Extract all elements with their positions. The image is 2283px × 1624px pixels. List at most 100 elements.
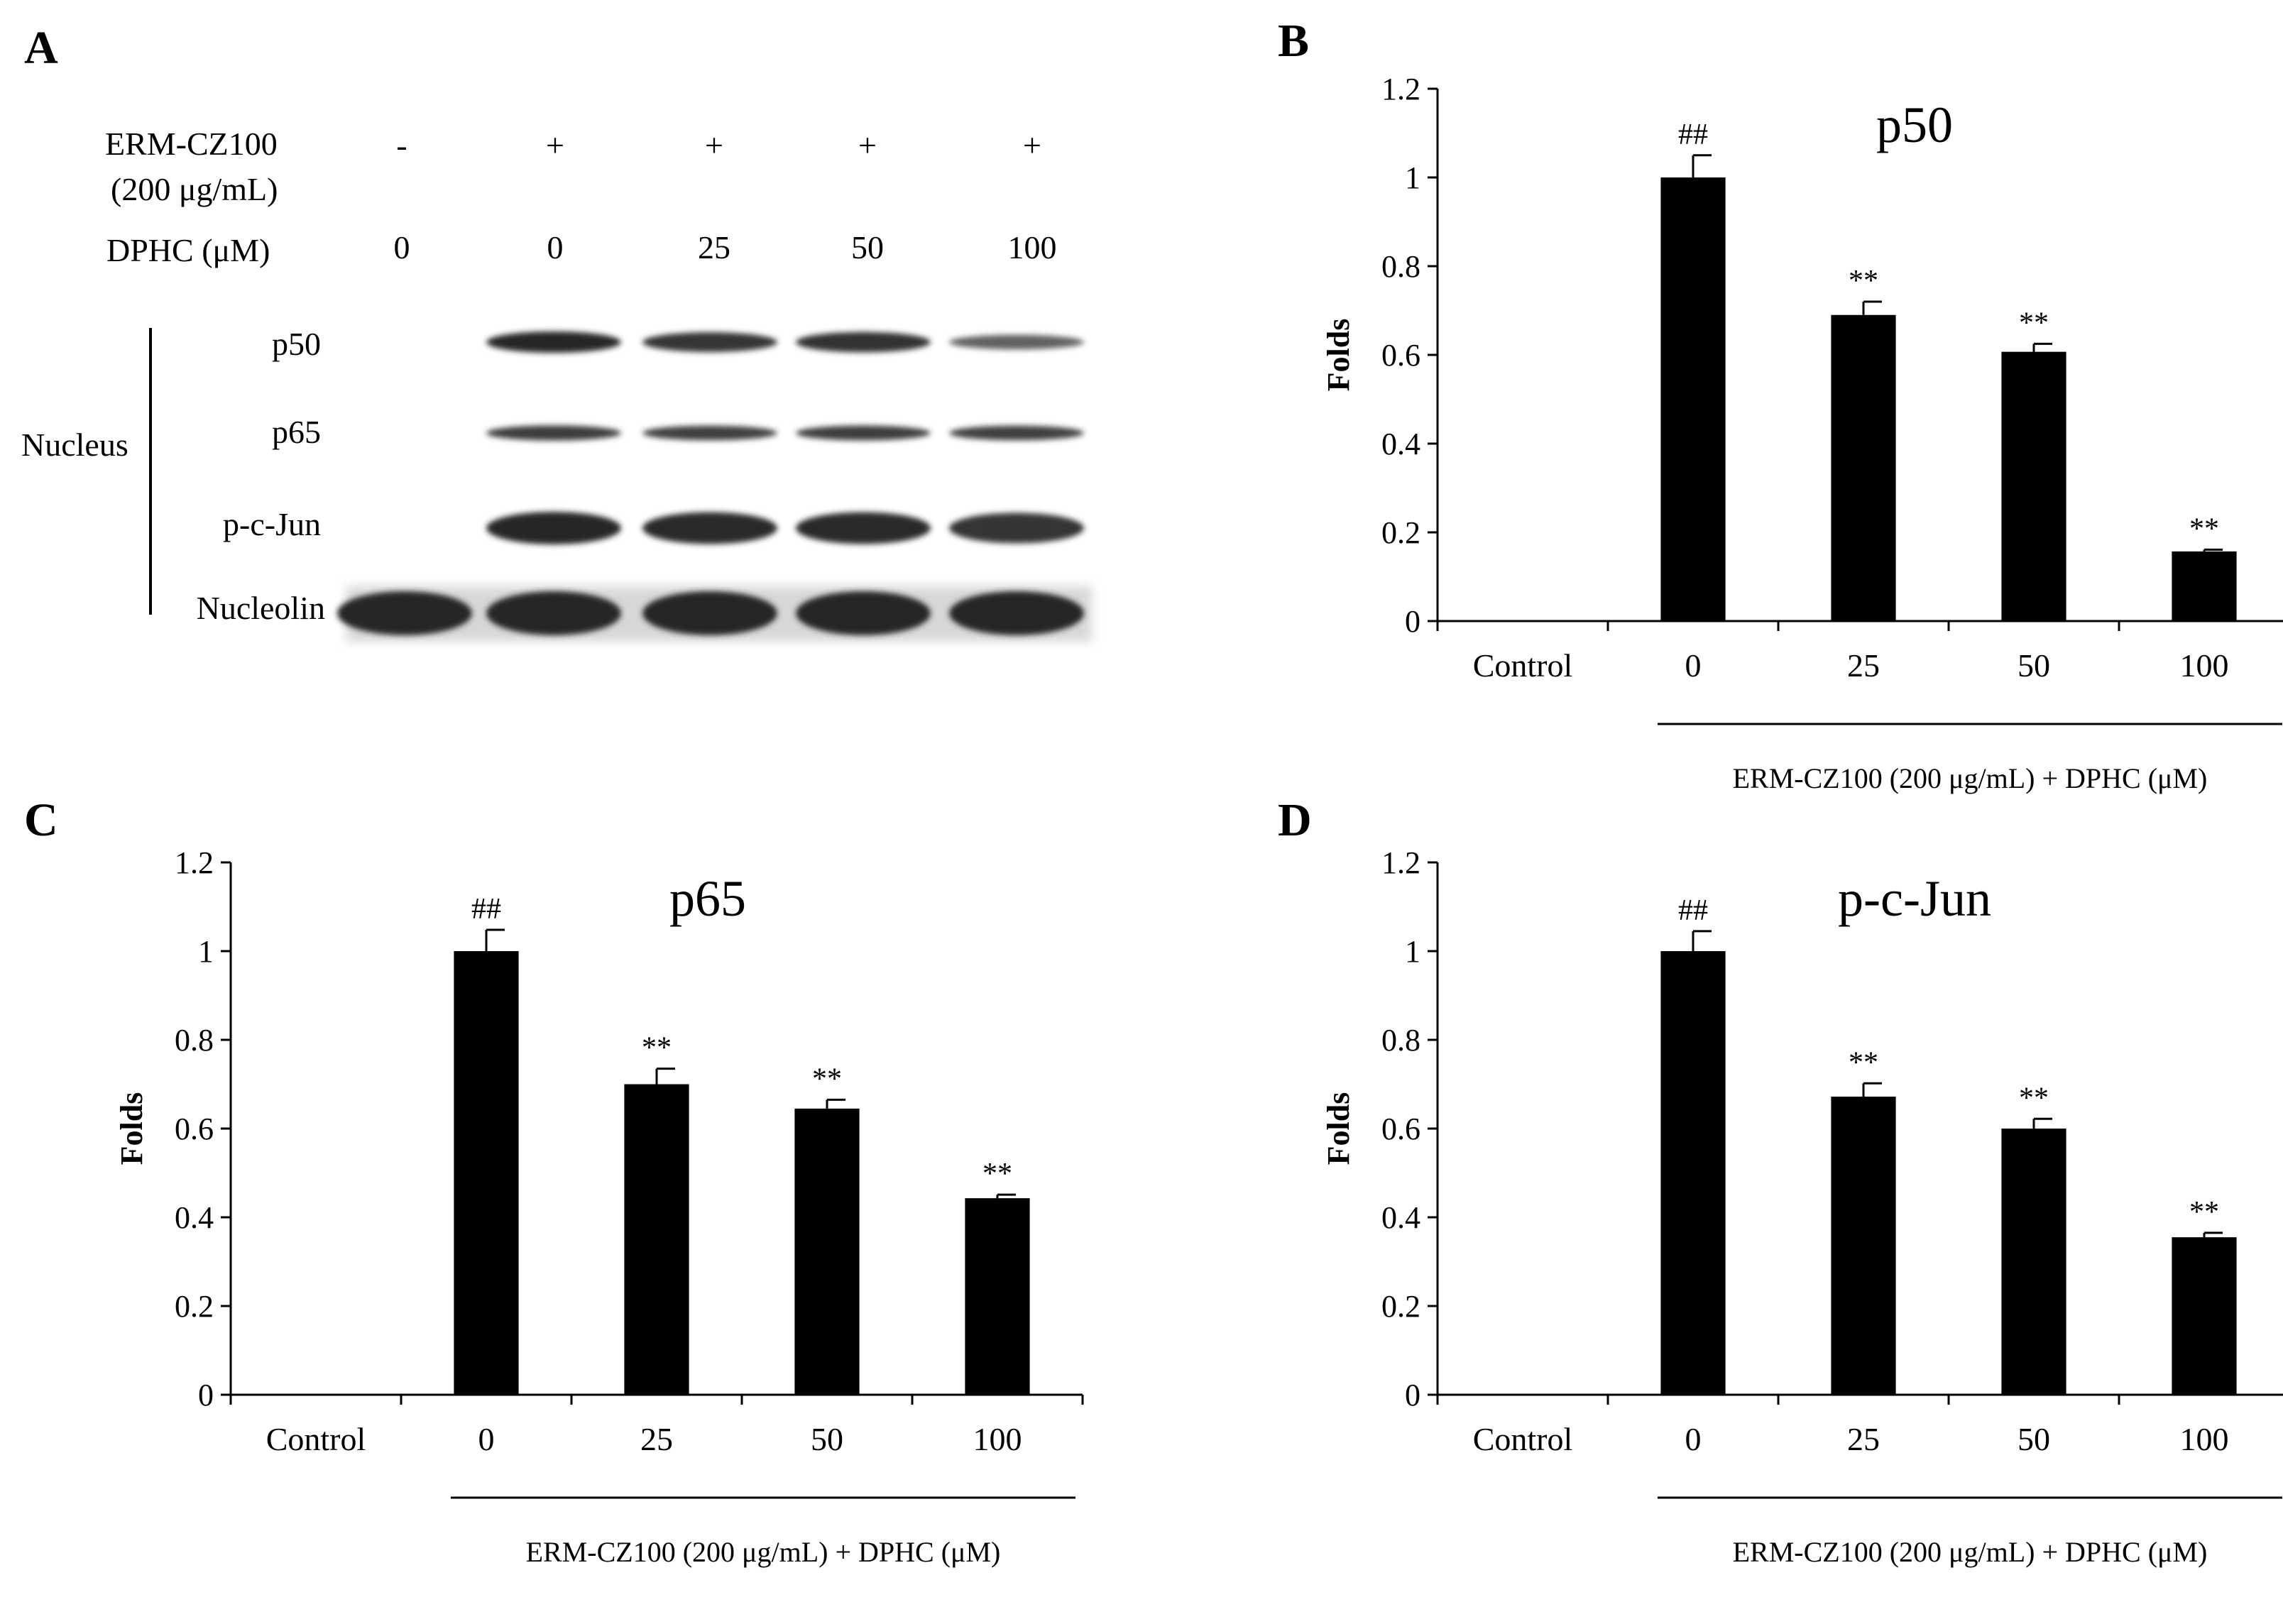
- x-tick-label: Control: [1473, 647, 1573, 684]
- significance-star-label: **: [2189, 1196, 2219, 1229]
- bar: [1660, 951, 1726, 1395]
- y-tick-label: 1: [1405, 160, 1420, 195]
- y-axis-label: Folds: [1321, 1092, 1356, 1165]
- significance-star-label: **: [1849, 265, 1878, 297]
- significance-hash-label: ##: [1678, 119, 1708, 151]
- p50-band: [642, 332, 777, 352]
- panel-letter-b: B: [1278, 15, 1310, 67]
- bar: [965, 1198, 1030, 1395]
- nucleolin-band: [337, 591, 472, 635]
- dose-value: 0: [393, 229, 410, 265]
- nucleolin-band: [642, 591, 777, 635]
- significance-star-label: **: [2019, 307, 2049, 339]
- x-tick-label: 100: [2180, 1421, 2229, 1457]
- bar: [1660, 177, 1726, 621]
- y-tick-label: 1: [198, 934, 214, 969]
- band-label-p65: p65: [272, 414, 321, 450]
- x-tick-label: 25: [640, 1421, 673, 1457]
- x-tick-label: Control: [1473, 1421, 1573, 1457]
- dose-value: 0: [547, 229, 564, 265]
- bar: [1831, 314, 1896, 621]
- bar: [2001, 351, 2066, 621]
- p65-band: [796, 425, 931, 441]
- x-tick-label: 100: [973, 1421, 1022, 1457]
- y-tick-label: 0.8: [1381, 249, 1420, 284]
- chart-p-c-jun: 0 0.2 0.4 0.6 0.8 1 1.2 Control 0 ## 25 ** 50 ** 100 **…: [1321, 845, 2283, 1568]
- dose-label: DPHC (μM): [106, 232, 270, 268]
- y-tick-label: 0.4: [1381, 1200, 1420, 1235]
- y-tick-label: 0: [1405, 1378, 1420, 1412]
- bar: [2172, 1237, 2237, 1395]
- y-tick-label: 1.2: [1381, 72, 1420, 106]
- bar: [1831, 1097, 1896, 1395]
- x-tick-label: 0: [1685, 647, 1702, 684]
- treatment-label: ERM-CZ100: [105, 126, 278, 162]
- bar: [2172, 551, 2237, 621]
- significance-star-label: **: [2189, 512, 2219, 545]
- p50-band: [796, 331, 931, 353]
- bar: [454, 951, 519, 1395]
- y-tick-label: 0.4: [1381, 427, 1420, 461]
- panel-letter-d: D: [1278, 794, 1312, 846]
- chart-title: p50: [1876, 97, 1953, 153]
- x-tick-label: 0: [478, 1421, 495, 1457]
- y-tick-label: 0: [1405, 604, 1420, 639]
- nucleolin-band: [486, 591, 621, 635]
- panel-letter-a: A: [24, 22, 58, 74]
- band-label-nucleolin: Nucleolin: [196, 590, 325, 626]
- panel-letter-c: C: [24, 794, 58, 846]
- p50-band: [949, 334, 1084, 350]
- chart-p50: 0 0.2 0.4 0.6 0.8 1 1.2 Control 0 ## 25 ** 50 ** 100 **…: [1321, 72, 2283, 794]
- significance-hash-label: ##: [1678, 894, 1708, 927]
- y-axis-label: Folds: [114, 1092, 149, 1165]
- p-c-jun-band: [949, 512, 1084, 544]
- band-label-p-c-jun: p-c-Jun: [223, 506, 321, 542]
- y-tick-label: 0: [198, 1378, 214, 1412]
- y-tick-label: 0.2: [175, 1289, 214, 1324]
- x-tick-label: 25: [1847, 647, 1880, 684]
- p-c-jun-band: [486, 512, 621, 544]
- x-tick-label: 50: [811, 1421, 843, 1457]
- y-tick-label: 1.2: [175, 845, 214, 880]
- treatment-sign: +: [858, 127, 877, 163]
- y-tick-label: 0.6: [1381, 338, 1420, 373]
- x-tick-label: Control: [266, 1421, 366, 1457]
- bar: [794, 1108, 860, 1395]
- dose-value: 25: [698, 229, 730, 265]
- x-axis-label: ERM-CZ100 (200 μg/mL) + DPHC (μM): [526, 1536, 1001, 1568]
- y-tick-label: 0.4: [175, 1200, 214, 1235]
- band-label-p50: p50: [272, 326, 321, 362]
- p65-band: [949, 425, 1084, 441]
- treatment-sign: -: [396, 127, 407, 163]
- x-tick-label: 25: [1847, 1421, 1880, 1457]
- chart-title: p65: [669, 870, 746, 927]
- y-axis-label: Folds: [1321, 319, 1356, 392]
- p-c-jun-band: [796, 512, 931, 544]
- y-tick-label: 0.6: [175, 1112, 214, 1146]
- bar: [2001, 1129, 2066, 1395]
- dose-value: 50: [851, 229, 884, 265]
- y-tick-label: 0.8: [1381, 1023, 1420, 1058]
- nucleolin-band: [949, 591, 1084, 635]
- nucleolin-band: [796, 591, 931, 635]
- significance-hash-label: ##: [471, 893, 501, 926]
- chart-title: p-c-Jun: [1838, 870, 1991, 927]
- treatment-concentration-label: (200 μg/mL): [111, 171, 278, 207]
- p65-band: [642, 425, 777, 441]
- x-axis-label: ERM-CZ100 (200 μg/mL) + DPHC (μM): [1733, 762, 2208, 794]
- bar: [624, 1084, 689, 1395]
- chart-p65: 0 0.2 0.4 0.6 0.8 1 1.2 Control 0 ## 25 ** 50 ** 100 **…: [114, 845, 1084, 1568]
- p-c-jun-band: [642, 512, 777, 544]
- y-tick-label: 0.8: [175, 1023, 214, 1058]
- treatment-sign: +: [546, 127, 564, 163]
- y-tick-label: 0.2: [1381, 1289, 1420, 1324]
- y-tick-label: 1.2: [1381, 845, 1420, 880]
- p50-band: [486, 331, 621, 353]
- significance-star-label: **: [2019, 1082, 2049, 1114]
- significance-star-label: **: [812, 1063, 842, 1095]
- x-tick-label: 0: [1685, 1421, 1702, 1457]
- x-tick-label: 50: [2018, 647, 2050, 684]
- significance-star-label: **: [1849, 1046, 1878, 1079]
- significance-star-label: **: [982, 1158, 1012, 1190]
